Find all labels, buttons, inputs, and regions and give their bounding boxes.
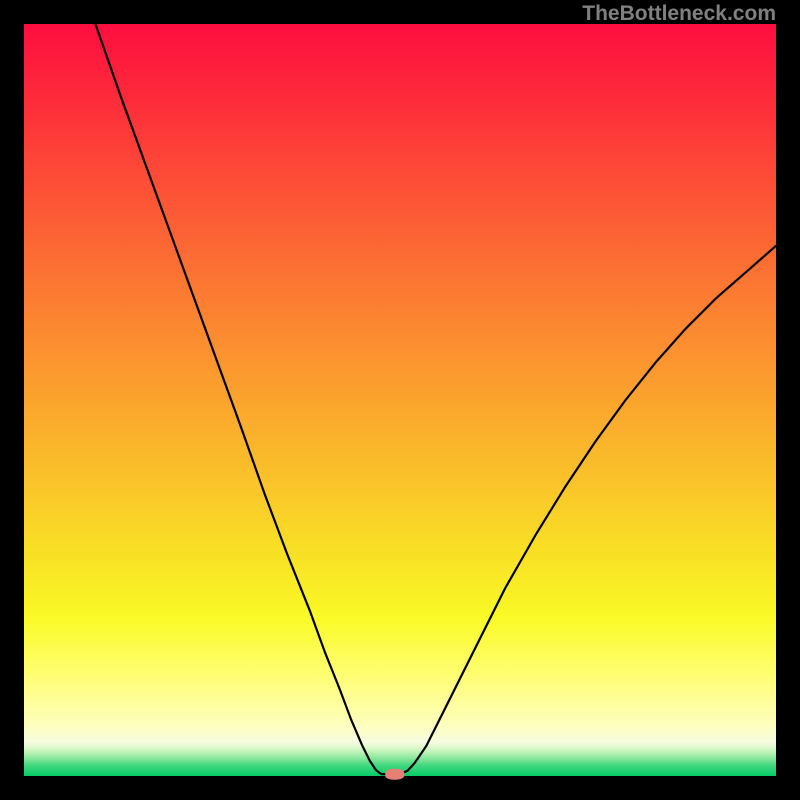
chart-background-gradient (24, 24, 776, 776)
chart-plot-area (24, 24, 776, 776)
optimum-marker (385, 769, 405, 780)
watermark-text: TheBottleneck.com (582, 2, 776, 26)
